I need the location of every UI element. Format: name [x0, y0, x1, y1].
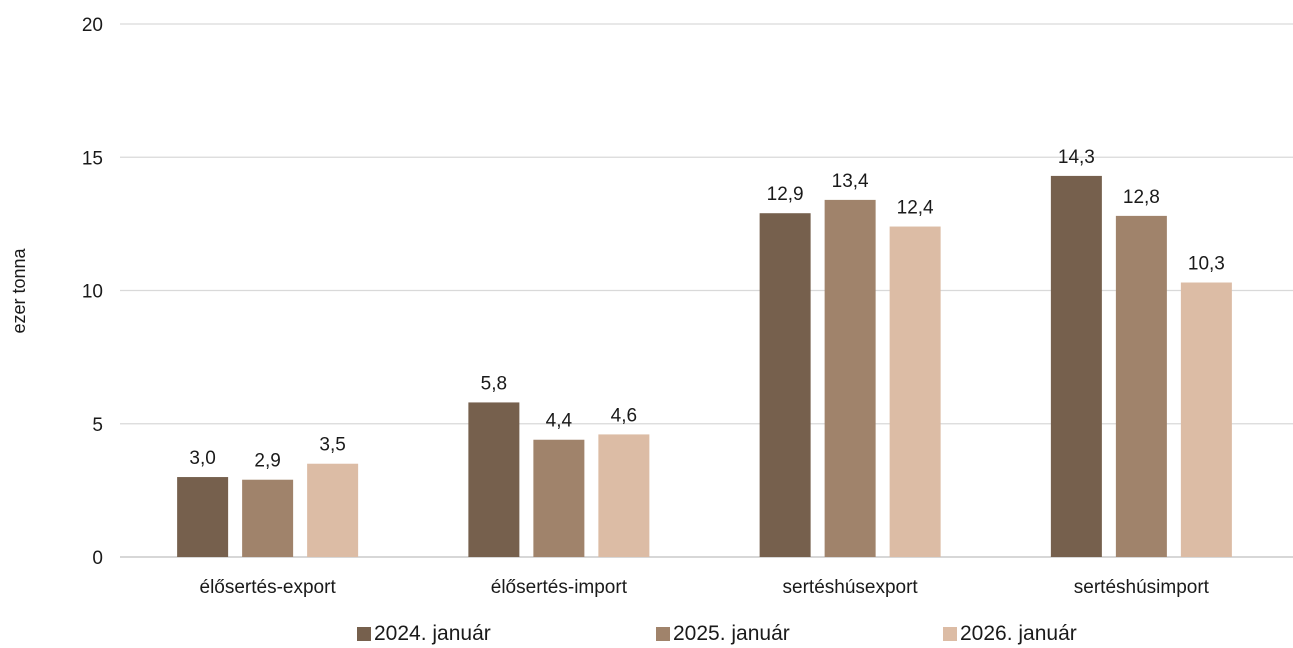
- bar: [533, 439, 585, 557]
- data-label: 4,4: [546, 411, 573, 432]
- bar: [468, 402, 520, 557]
- bar: [889, 226, 941, 558]
- data-label: 4,6: [611, 405, 637, 426]
- x-category-label: sertéshúsimport: [1074, 577, 1210, 598]
- bar: [598, 434, 650, 557]
- data-label: 2,9: [254, 451, 280, 472]
- legend-swatch: [357, 627, 371, 641]
- y-tick-label: 10: [82, 282, 103, 303]
- bar: [1180, 282, 1232, 557]
- legend-item: 2024. január: [357, 620, 491, 648]
- data-label: 13,4: [832, 171, 869, 192]
- legend-label: 2026. január: [960, 622, 1077, 645]
- x-category-label: élősertés-export: [200, 577, 337, 598]
- legend-item: 2026. január: [943, 620, 1077, 648]
- bar: [307, 463, 359, 557]
- legend-label: 2024. január: [374, 622, 491, 645]
- x-axis-categories: élősertés-export élősertés-import sertéshú…: [200, 577, 1210, 598]
- x-category-label: élősertés-import: [491, 577, 628, 598]
- bar: [1050, 175, 1102, 557]
- bar: [242, 479, 294, 557]
- y-tick-label: 0: [92, 548, 103, 569]
- y-axis-ticks: 0 5 10 15 20: [82, 15, 103, 569]
- data-label: 3,5: [319, 435, 345, 456]
- legend-swatch: [656, 627, 670, 641]
- bar: [759, 213, 811, 557]
- data-labels: 3,0 2,9 3,5 5,8 4,4 4,6 12,9 13,4 12,4 14,3 12,8 10…: [189, 147, 1224, 472]
- legend-swatch: [943, 627, 957, 641]
- y-tick-label: 15: [82, 148, 103, 169]
- y-axis-title: ezer tonna: [9, 247, 29, 333]
- bar: [177, 477, 229, 557]
- data-label: 12,8: [1123, 187, 1160, 208]
- y-tick-label: 5: [92, 415, 103, 436]
- y-tick-label: 20: [82, 15, 103, 36]
- legend-label: 2025. január: [673, 622, 790, 645]
- bar: [824, 199, 876, 557]
- x-category-label: sertéshúsexport: [783, 577, 919, 598]
- data-label: 5,8: [481, 373, 507, 394]
- data-label: 12,9: [767, 184, 804, 205]
- legend-item: 2025. január: [656, 620, 790, 648]
- bar-chart: 3,0 2,9 3,5 5,8 4,4 4,6 12,9 13,4 12,4 14,3 12,8 10…: [9, 15, 1293, 598]
- bars: [177, 175, 1232, 558]
- legend: 2024. január 2025. január 2026. január: [0, 620, 1293, 648]
- data-label: 3,0: [189, 448, 215, 469]
- data-label: 14,3: [1058, 147, 1095, 168]
- data-label: 12,4: [897, 198, 934, 219]
- bar: [1115, 215, 1167, 557]
- data-label: 10,3: [1188, 254, 1225, 275]
